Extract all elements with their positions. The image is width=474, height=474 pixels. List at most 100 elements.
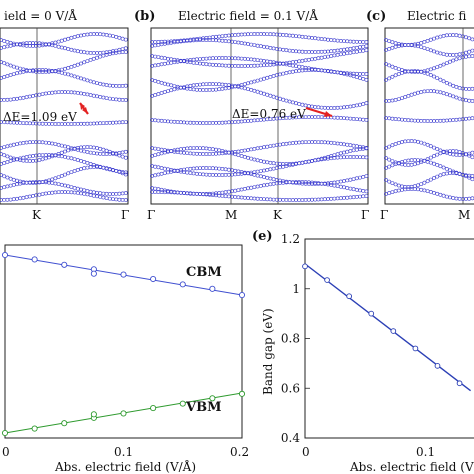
panel-a: K Γ ΔE=1.09 eV: [0, 27, 129, 222]
band-point: [387, 47, 392, 51]
band-point: [82, 121, 87, 126]
band-point: [153, 146, 158, 151]
band-point: [207, 166, 212, 171]
band-point: [387, 179, 392, 184]
band-curve: [0, 180, 128, 196]
band-point: [335, 105, 340, 110]
band-point: [310, 36, 314, 40]
band-point: [396, 117, 401, 122]
band-point: [0, 173, 3, 177]
band-point: [123, 83, 128, 88]
band-point: [268, 160, 273, 165]
band-point: [441, 79, 446, 84]
band-point: [8, 176, 13, 181]
band-point: [82, 149, 87, 154]
band-point: [214, 173, 218, 177]
band-curve: [150, 180, 369, 196]
band-point: [223, 167, 228, 172]
band-point: [271, 32, 276, 37]
band-point: [223, 82, 228, 87]
band-point: [281, 197, 286, 202]
band-point: [457, 96, 462, 101]
band-point: [396, 67, 401, 72]
band-point: [297, 140, 302, 145]
band-point: [223, 120, 228, 125]
band-point: [287, 198, 292, 202]
band-point: [79, 145, 83, 150]
band-point: [441, 118, 446, 123]
band-point: [156, 172, 161, 177]
band-point: [342, 179, 346, 183]
band-point: [390, 98, 395, 103]
band-point: [82, 166, 87, 171]
band-point: [393, 98, 398, 102]
band-point: [354, 103, 359, 108]
band-point: [88, 58, 93, 62]
band-point: [444, 81, 449, 85]
band-point: [53, 44, 58, 48]
band-point: [214, 121, 218, 125]
band-point: [361, 155, 366, 160]
band-point: [204, 172, 209, 177]
band-point: [69, 190, 74, 195]
band-point: [297, 49, 302, 54]
band-point: [326, 106, 330, 110]
band-point: [85, 92, 90, 97]
band-point: [409, 118, 414, 123]
data-point-cbm: [179, 281, 186, 288]
band-point: [63, 71, 67, 76]
band-point: [63, 154, 67, 159]
band-point: [11, 142, 16, 147]
band-point: [364, 72, 369, 76]
band-point: [438, 192, 443, 197]
band-point: [246, 64, 250, 68]
band-point: [207, 88, 212, 92]
band-point: [82, 50, 87, 55]
band-point: [72, 63, 77, 68]
band-point: [191, 151, 196, 156]
band-point: [91, 193, 96, 198]
band-point: [329, 54, 334, 58]
band-point: [428, 189, 433, 194]
band-point: [185, 170, 190, 175]
band-point: [348, 149, 353, 153]
band-point: [393, 182, 398, 187]
band-point: [95, 51, 99, 55]
band-point: [342, 155, 346, 160]
panel-d-xtick-0: 0: [2, 445, 10, 459]
band-curve: [384, 187, 474, 201]
panel-d-frame: [4, 244, 243, 439]
band-point: [169, 83, 174, 88]
band-point: [162, 166, 167, 171]
band-point: [166, 61, 170, 66]
band-point: [406, 163, 411, 167]
band-curve: [384, 43, 474, 57]
band-point: [428, 160, 433, 165]
band-point: [162, 119, 167, 124]
band-point: [21, 195, 26, 200]
band-point: [178, 190, 183, 195]
band-point: [335, 38, 340, 43]
band-point: [40, 92, 45, 97]
band-point: [335, 196, 340, 201]
band-point: [66, 148, 71, 153]
band-point: [117, 84, 122, 88]
panel-d-cbm-label: CBM: [186, 265, 222, 280]
band-point: [198, 88, 202, 92]
band-point: [72, 90, 77, 95]
band-point: [37, 158, 42, 162]
band-point: [342, 105, 346, 110]
band-point: [242, 148, 247, 153]
band-point: [204, 82, 209, 87]
band-point: [419, 140, 424, 145]
band-point: [226, 56, 231, 61]
band-point: [11, 177, 16, 182]
band-point: [313, 115, 318, 119]
band-point: [85, 78, 90, 83]
band-point: [182, 120, 186, 125]
band-point: [409, 158, 414, 163]
band-point: [364, 48, 369, 53]
band-point: [117, 170, 122, 174]
band-point: [220, 193, 225, 198]
band-point: [326, 49, 330, 54]
